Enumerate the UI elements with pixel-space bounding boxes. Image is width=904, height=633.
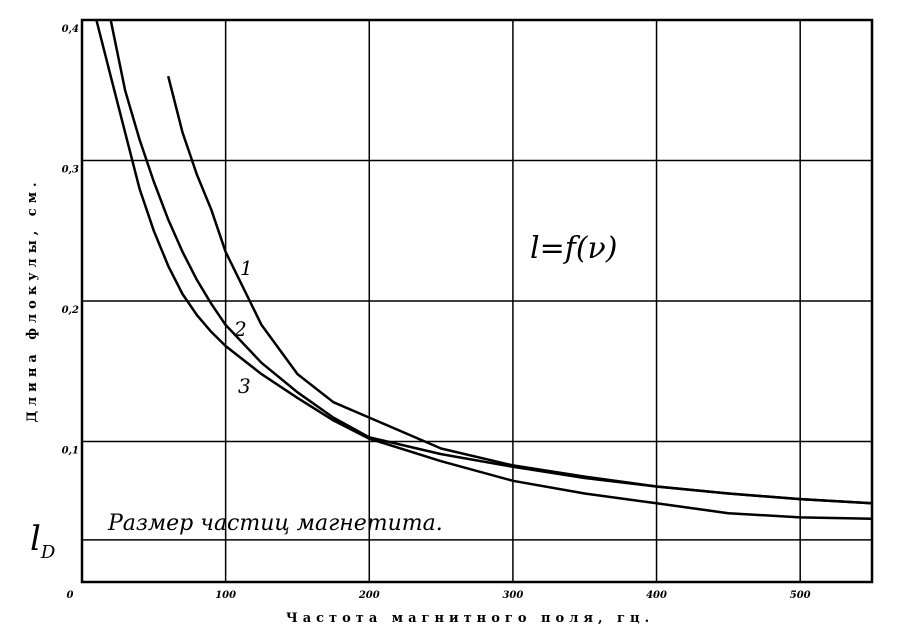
series-label: 2 <box>233 317 247 341</box>
series-line <box>109 19 873 505</box>
x-tick-label: 200 <box>358 590 380 601</box>
plot-frame <box>80 18 874 584</box>
reference-text: Размер частиц магнетита. <box>107 511 443 536</box>
reference-label-main: l <box>30 519 41 559</box>
series-line <box>95 19 873 521</box>
annotation: l=f(ν) <box>530 231 617 266</box>
x-axis-title: Частота магнитного поля, гц. <box>286 611 654 626</box>
y-axis-title: Длина флокулы, см. <box>25 177 40 422</box>
series-label: 1 <box>240 256 253 280</box>
reference-label-sub: D <box>40 542 56 563</box>
y-tick-label: 0,4 <box>62 24 79 35</box>
series-line <box>166 75 873 505</box>
reference-label: lD <box>30 519 56 563</box>
y-tick-label: 0,2 <box>62 305 79 316</box>
x-tick-label: 300 <box>502 590 523 601</box>
x-tick-label: 500 <box>790 590 811 601</box>
x-tick-label: 100 <box>215 590 236 601</box>
x-tick-label: 400 <box>646 590 667 601</box>
y-tick-label: 0,3 <box>62 165 79 176</box>
series-label: 3 <box>238 374 251 398</box>
x-tick-label: 0 <box>67 590 74 601</box>
y-tick-label: 0,1 <box>62 446 79 457</box>
